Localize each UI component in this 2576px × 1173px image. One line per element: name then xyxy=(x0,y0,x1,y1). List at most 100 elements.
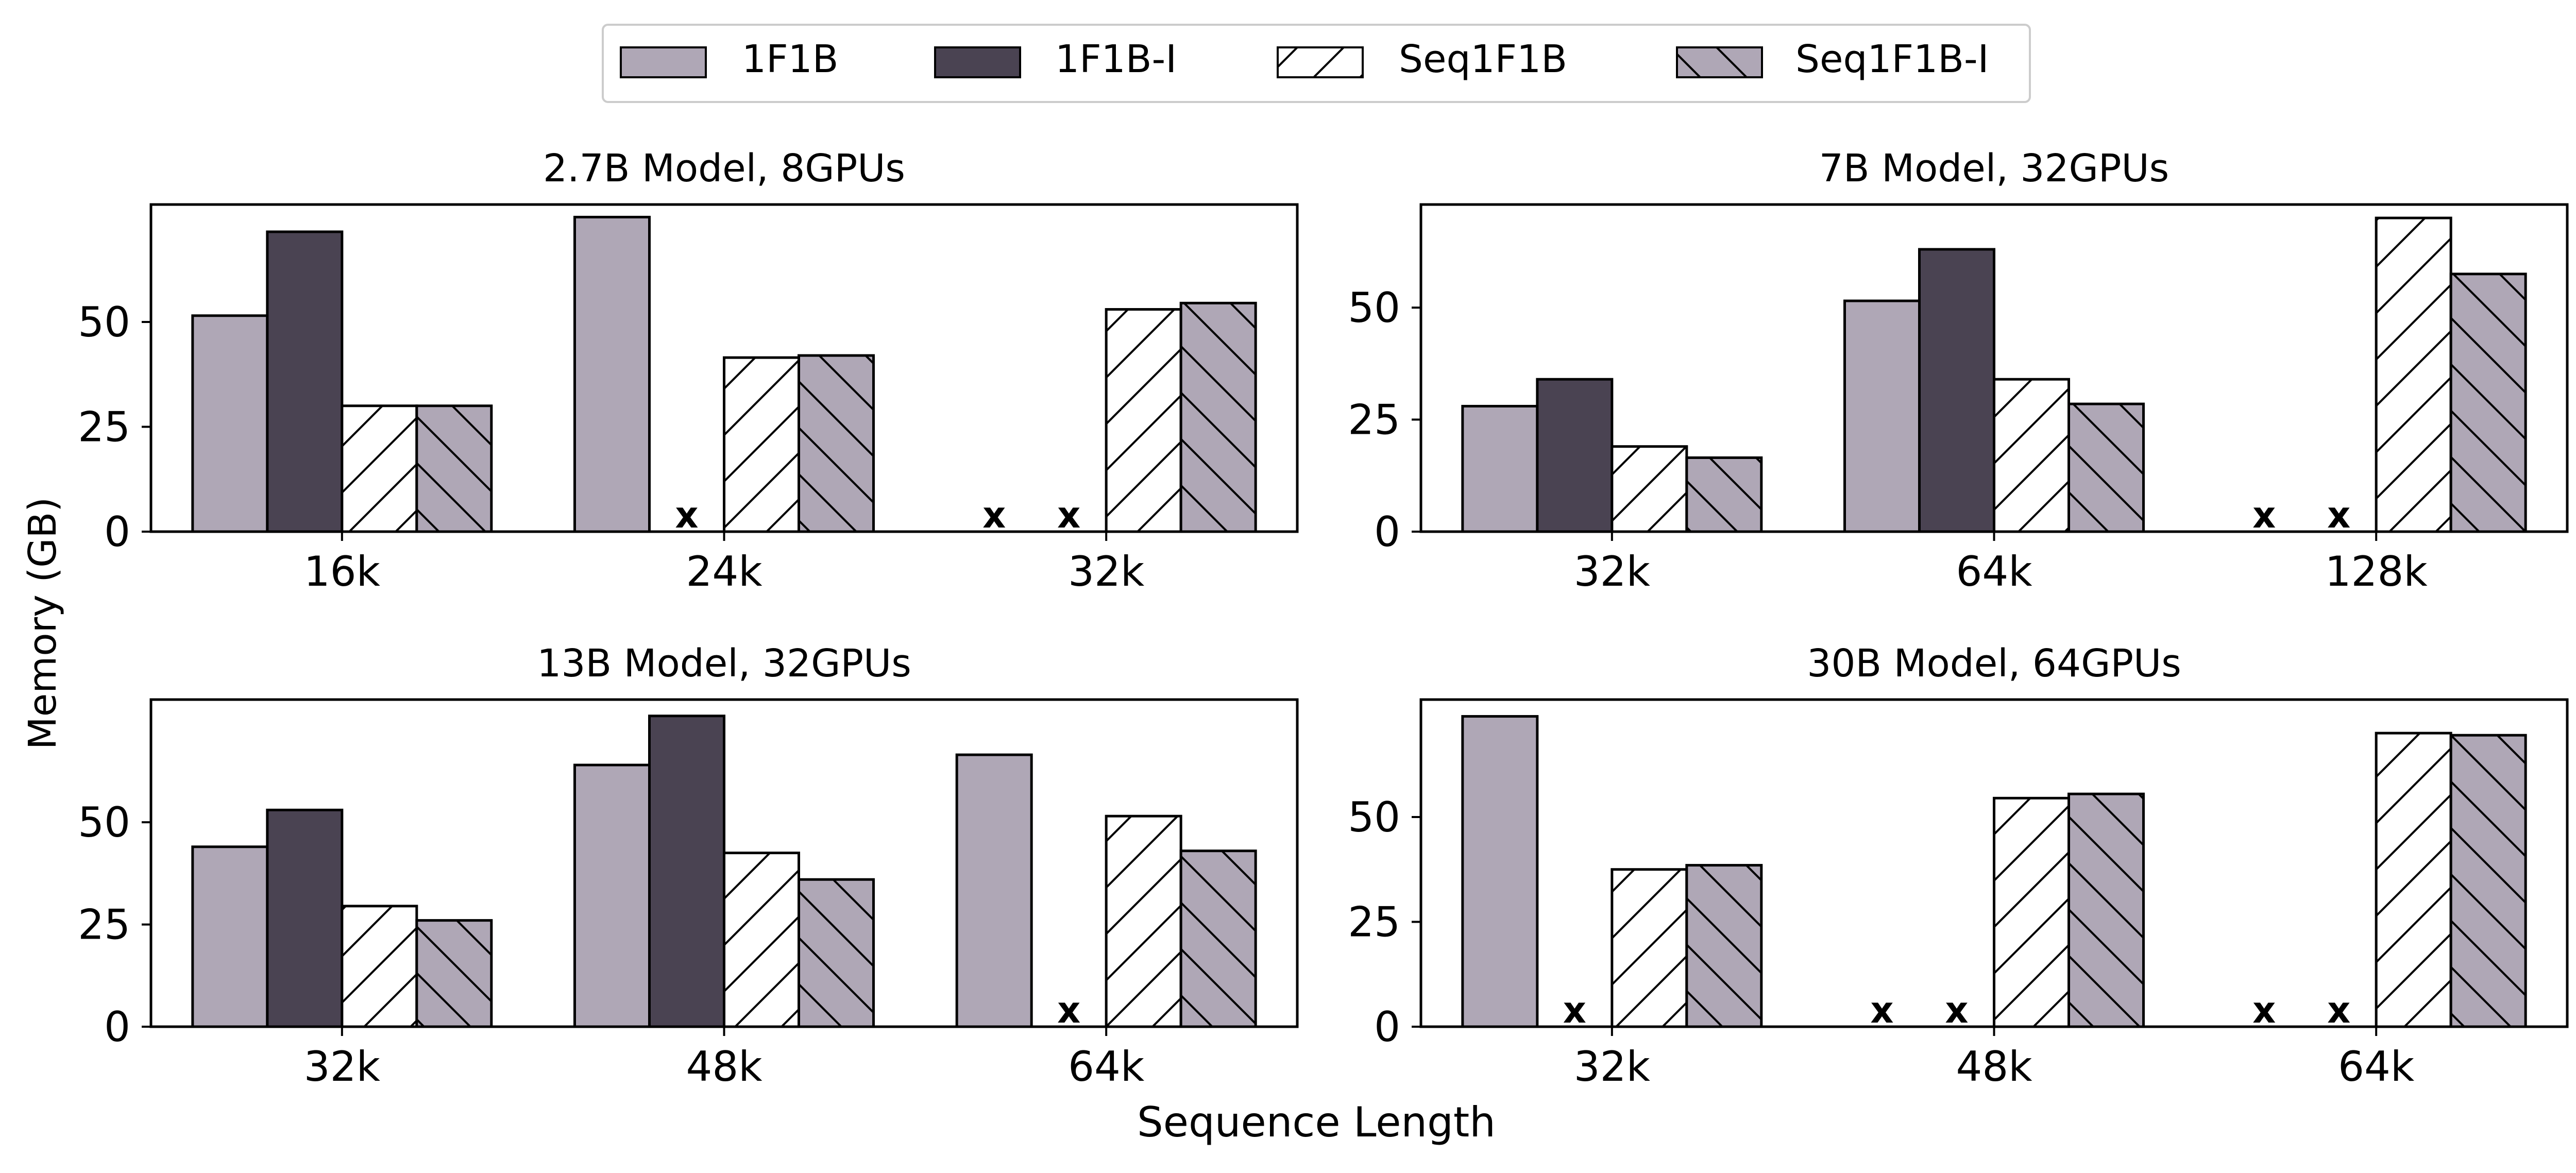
subplot-7b-model: 7B Model, 32GPUs 0 25 50 32k 64k x x 128k xyxy=(1348,146,2569,596)
y-tick-label: 50 xyxy=(78,798,130,846)
bar-seq1f1b-16k xyxy=(341,404,418,533)
bar-seq1f1b-32k xyxy=(341,905,418,1028)
y-tick-label: 25 xyxy=(78,403,130,451)
bar-1f1b-16k xyxy=(191,314,269,533)
missing-marker-1f1b: x xyxy=(1870,989,1893,1031)
bar-seq1f1b-i-32k xyxy=(1685,864,1763,1028)
legend-label-1f1b: 1F1B xyxy=(742,37,839,81)
bar-seq1f1b-32k xyxy=(1611,868,1688,1028)
missing-marker-1f1b-i: x xyxy=(2327,989,2350,1031)
bar-seq1f1b-i-64k xyxy=(2067,402,2145,533)
bar-seq1f1b-64k xyxy=(1105,814,1182,1028)
bar-seq1f1b-i-64k xyxy=(2449,734,2527,1028)
x-tick-label: 32k xyxy=(1574,548,1651,596)
legend-swatch-1f1b xyxy=(620,46,707,78)
x-tick-label: 128k xyxy=(2325,548,2428,596)
subplot-title: 30B Model, 64GPUs xyxy=(1807,641,2181,686)
missing-marker-1f1b-i: x xyxy=(2327,494,2350,536)
bar-seq1f1b-32k xyxy=(1611,445,1688,533)
bar-seq1f1b-i-48k xyxy=(2067,792,2145,1028)
missing-marker-1f1b-i: x xyxy=(1057,989,1080,1031)
subplot-frame xyxy=(1419,698,2569,1028)
x-tick-label: 64k xyxy=(1068,1043,1145,1091)
bar-seq1f1b-24k xyxy=(723,356,800,533)
bar-seq1f1b-i-128k xyxy=(2449,273,2527,533)
missing-marker-1f1b: x xyxy=(2252,989,2276,1031)
bar-seq1f1b-48k xyxy=(1993,796,2070,1028)
y-axis-label: Memory (GB) xyxy=(21,497,65,750)
subplot-frame xyxy=(1419,203,2569,533)
bar-1f1b-i-64k xyxy=(1918,248,1995,533)
bar-seq1f1b-i-64k xyxy=(1179,849,1257,1028)
x-tick-label: 32k xyxy=(1068,548,1145,596)
bar-1f1b-64k xyxy=(1843,299,1921,533)
legend-label-seq1f1b-i: Seq1F1B-I xyxy=(1795,37,1989,81)
bar-seq1f1b-i-32k xyxy=(1685,456,1763,533)
x-tick-label: 24k xyxy=(686,548,762,596)
bar-1f1b-i-48k xyxy=(648,715,725,1028)
bar-1f1b-32k xyxy=(191,845,269,1028)
x-tick-label: 32k xyxy=(304,1043,381,1091)
x-tick-label: 64k xyxy=(1956,548,2032,596)
bar-1f1b-32k xyxy=(1461,715,1539,1028)
bar-seq1f1b-i-32k xyxy=(415,919,493,1028)
x-tick-label: 16k xyxy=(304,548,381,596)
missing-marker-1f1b: x xyxy=(982,494,1006,536)
bar-1f1b-48k xyxy=(573,763,651,1028)
bar-1f1b-i-32k xyxy=(266,808,344,1028)
x-tick-label: 32k xyxy=(1574,1043,1651,1091)
subplot-frame xyxy=(149,698,1299,1028)
legend: 1F1B 1F1B-I Seq1F1B Seq1F1B-I xyxy=(602,24,2031,103)
missing-marker-1f1b-i: x xyxy=(675,494,698,536)
y-tick-label: 0 xyxy=(1374,508,1400,556)
y-tick-label: 50 xyxy=(1348,284,1400,332)
subplot-title: 13B Model, 32GPUs xyxy=(537,641,911,686)
y-tick-label: 0 xyxy=(104,1003,130,1051)
missing-marker-1f1b: x xyxy=(2252,494,2276,536)
missing-marker-1f1b-i: x xyxy=(1945,989,1968,1031)
bar-1f1b-64k xyxy=(955,753,1033,1028)
bar-1f1b-i-32k xyxy=(1536,378,1614,533)
bar-1f1b-24k xyxy=(573,215,651,533)
y-tick-label: 25 xyxy=(1348,396,1400,444)
y-tick-label: 25 xyxy=(1348,898,1400,946)
bar-1f1b-32k xyxy=(1461,404,1539,533)
bar-seq1f1b-i-16k xyxy=(415,404,493,533)
bar-seq1f1b-i-32k xyxy=(1179,301,1257,533)
y-tick-label: 50 xyxy=(78,298,130,346)
x-tick-label: 48k xyxy=(686,1043,762,1091)
y-tick-label: 25 xyxy=(78,901,130,949)
legend-label-seq1f1b: Seq1F1B xyxy=(1399,37,1567,81)
bar-seq1f1b-i-24k xyxy=(798,354,875,533)
subplot-title: 7B Model, 32GPUs xyxy=(1819,146,2169,191)
legend-entry-1f1b-i: 1F1B-I xyxy=(934,37,1177,81)
bar-seq1f1b-64k xyxy=(1993,378,2070,533)
legend-entry-1f1b: 1F1B xyxy=(620,37,839,81)
bar-seq1f1b-128k xyxy=(2375,216,2452,533)
bar-seq1f1b-32k xyxy=(1105,308,1182,533)
missing-marker-1f1b-i: x xyxy=(1563,989,1586,1031)
subplot-2-7b-model: 2.7B Model, 8GPUs 0 25 50 16k x 24k x x 32k xyxy=(78,146,1299,596)
x-tick-label: 64k xyxy=(2338,1043,2415,1091)
subplot-title: 2.7B Model, 8GPUs xyxy=(543,146,905,191)
y-tick-label: 0 xyxy=(1374,1003,1400,1051)
x-axis-label: Sequence Length xyxy=(1137,1098,1496,1146)
legend-swatch-1f1b-i xyxy=(934,46,1021,78)
subplot-30b-model: 30B Model, 64GPUs 0 25 50 x 32k x x 48k x x 64k xyxy=(1348,641,2569,1091)
y-tick-label: 0 xyxy=(104,508,130,556)
bar-1f1b-i-16k xyxy=(266,230,344,533)
bar-seq1f1b-64k xyxy=(2375,732,2452,1028)
legend-entry-seq1f1b-i: Seq1F1B-I xyxy=(1676,37,1989,81)
legend-label-1f1b-i: 1F1B-I xyxy=(1055,37,1177,81)
subplot-frame xyxy=(149,203,1299,533)
bar-seq1f1b-i-48k xyxy=(798,878,875,1028)
legend-swatch-seq1f1b xyxy=(1277,46,1364,78)
legend-entry-seq1f1b: Seq1F1B xyxy=(1277,37,1567,81)
legend-swatch-seq1f1b-i xyxy=(1676,46,1763,78)
x-tick-label: 48k xyxy=(1956,1043,2032,1091)
y-tick-label: 50 xyxy=(1348,793,1400,841)
missing-marker-1f1b-i: x xyxy=(1057,494,1080,536)
subplot-13b-model: 13B Model, 32GPUs 0 25 50 32k 48k x 64k xyxy=(78,641,1299,1091)
bar-seq1f1b-48k xyxy=(723,852,800,1028)
